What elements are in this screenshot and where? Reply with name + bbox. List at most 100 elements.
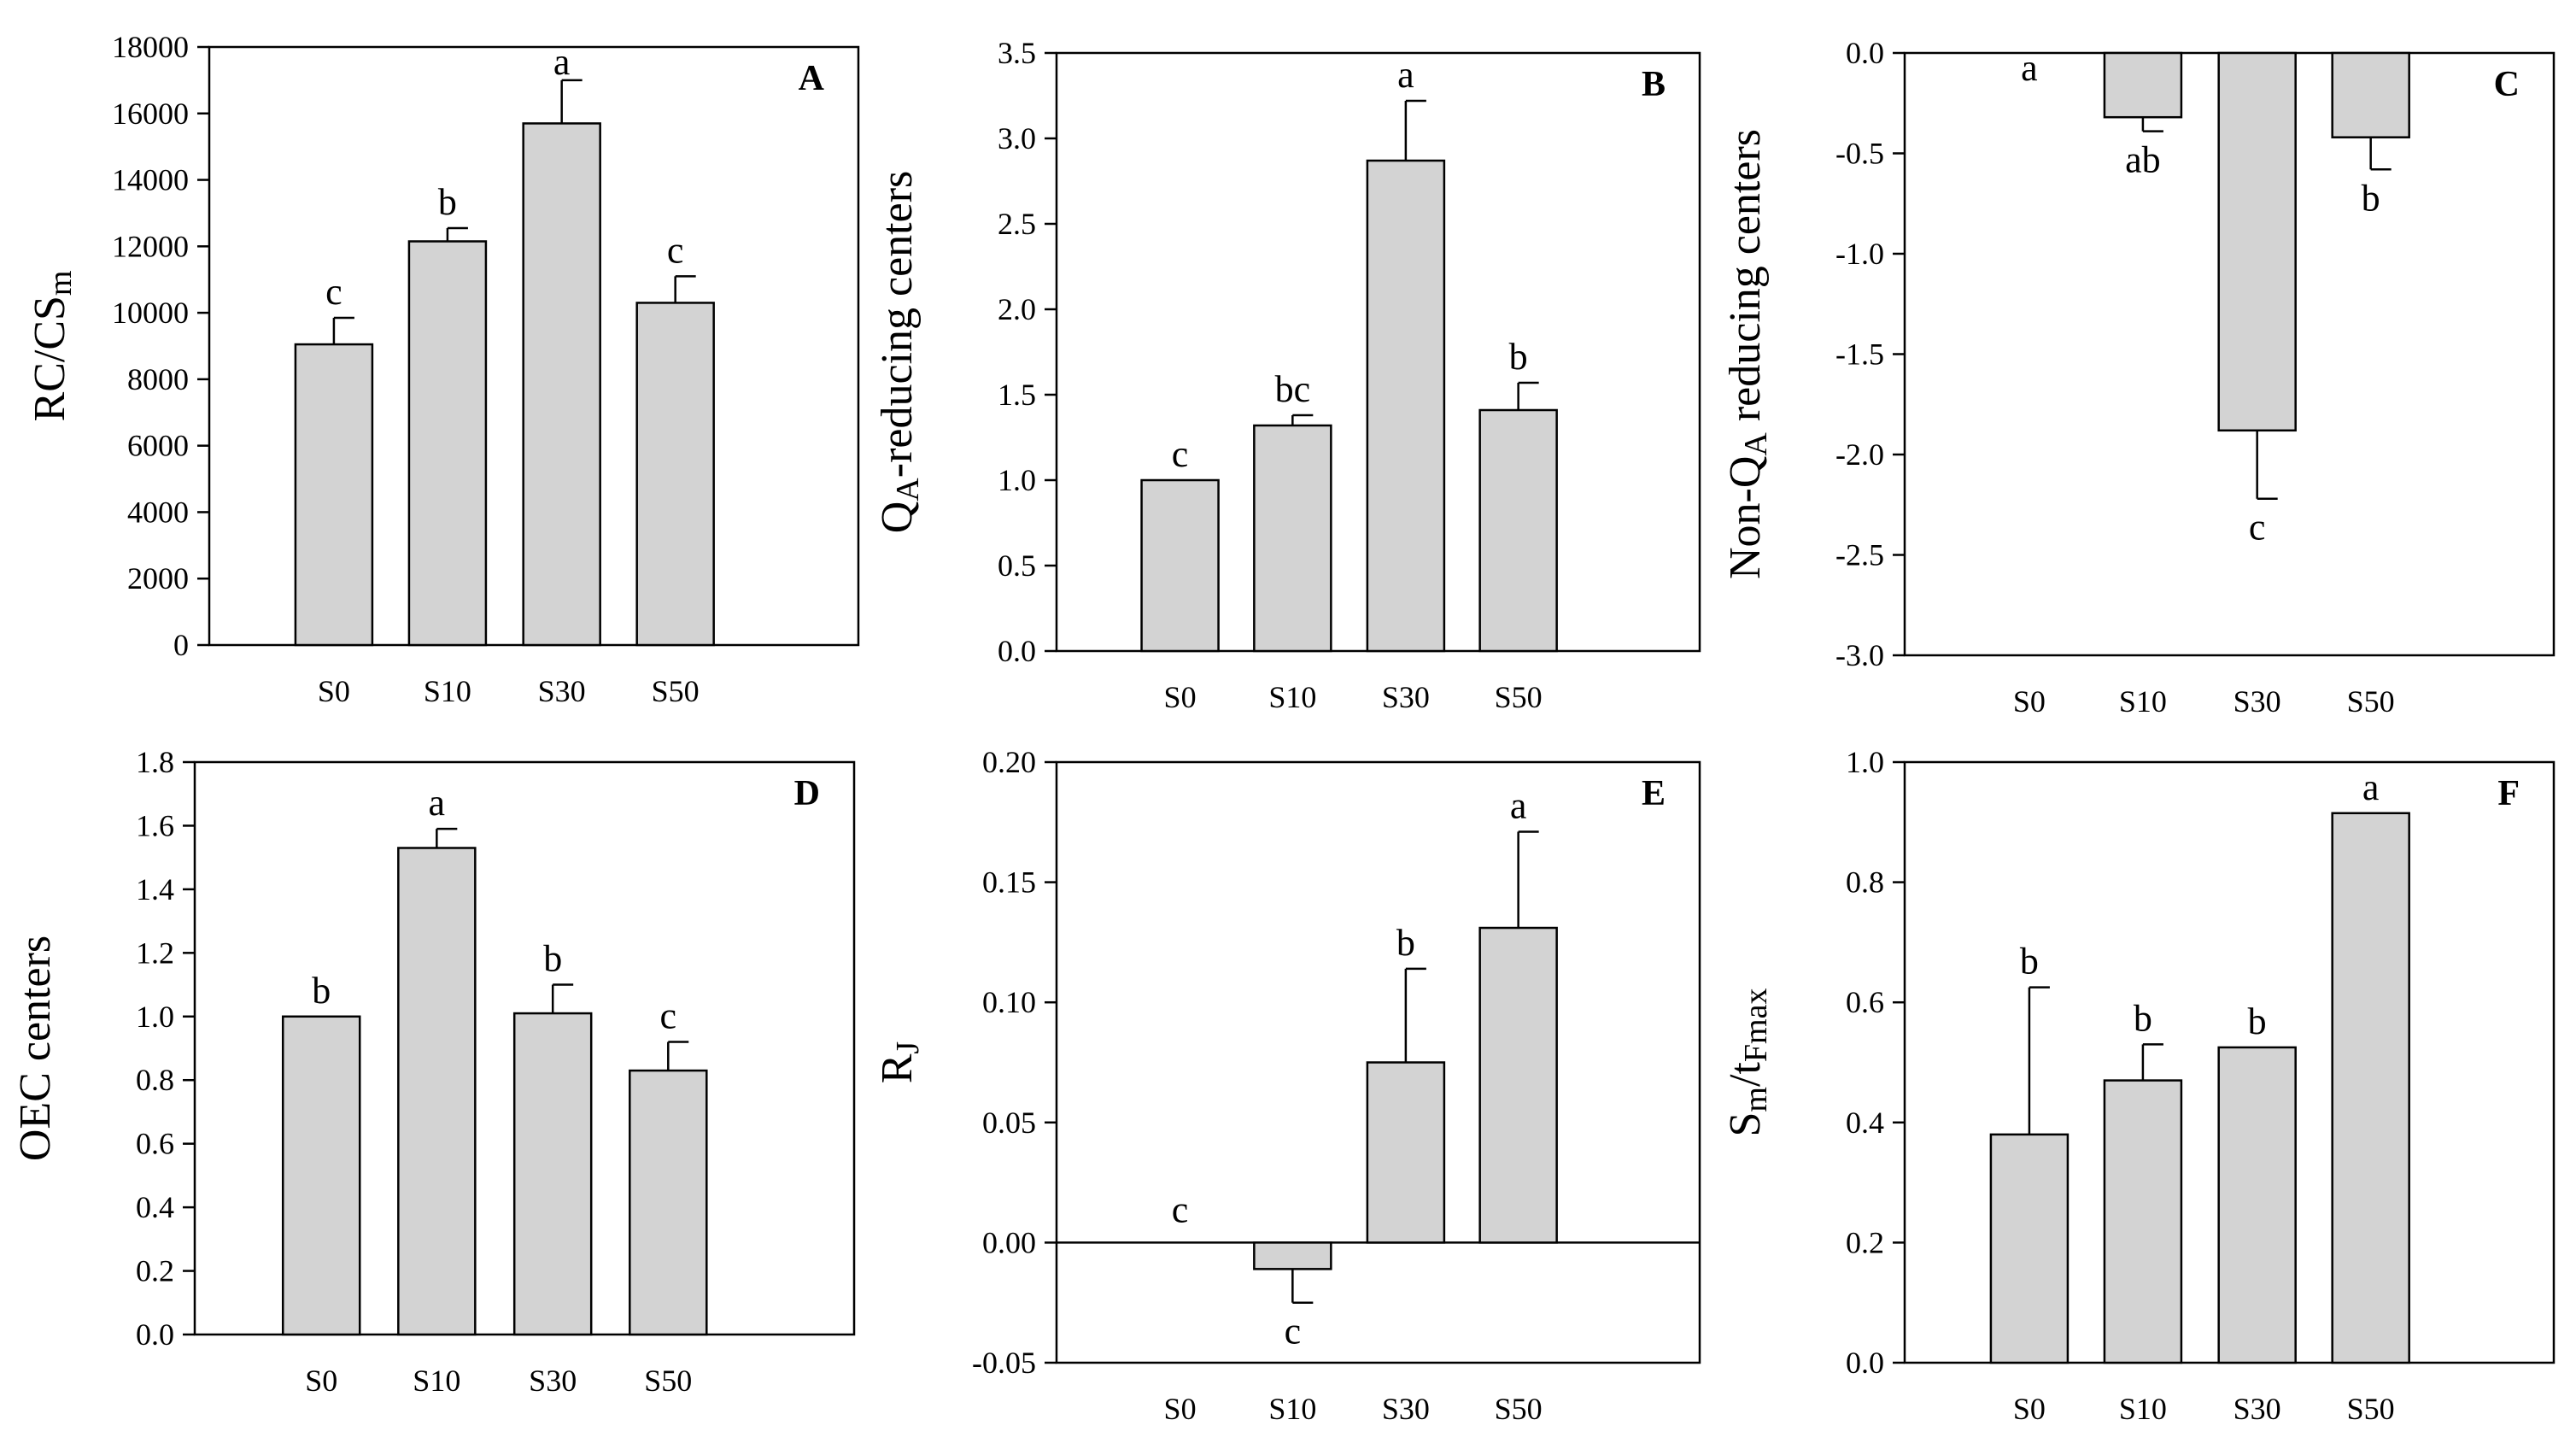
y-axis-title-main: R [873, 1053, 922, 1083]
significance-letter-s30: a [553, 41, 571, 83]
panel-letter: E [1642, 774, 1666, 813]
panel-a: 0 2000 4000 6000 8000 10000 12000 14000 16000 180… [26, 30, 860, 708]
x-tick-label-s10: S10 [1268, 680, 1316, 714]
y-axis-title-main: Non-Q [1721, 456, 1770, 579]
bar-s10 [2103, 51, 2183, 119]
bar-s10 [397, 847, 477, 1336]
x-tick-label-s10: S10 [2119, 684, 2167, 719]
bar-s10 [407, 240, 488, 647]
panel-letter: C [2494, 65, 2520, 104]
significance-letter-s30: b [1396, 922, 1415, 964]
y-tick-label: 0.5 [998, 549, 1036, 583]
bar-s50 [635, 302, 715, 647]
bar-s30 [1366, 159, 1446, 653]
y-tick-label: 0.0 [1846, 1346, 1884, 1380]
significance-letter-s30: b [543, 938, 562, 980]
x-tick-label-s10: S10 [2119, 1392, 2167, 1426]
x-tick-label-s50: S50 [2347, 684, 2395, 719]
x-tick-label-s30: S30 [2234, 1392, 2281, 1426]
significance-letter-s10: a [429, 782, 446, 824]
y-tick-label: 1.0 [998, 463, 1036, 497]
y-tick-label: 4000 [127, 495, 189, 529]
y-tick-label: 0.8 [136, 1063, 174, 1097]
y-tick-label: 3.0 [998, 121, 1036, 155]
y-axis-title-main: S [1721, 1112, 1770, 1137]
panel-b: 0.0 0.5 1.0 1.5 2.0 2.5 3.0 3.5 c S0 bc S10 a S30 b S50… [873, 36, 1701, 714]
y-tick-label: -2.5 [1835, 538, 1884, 572]
y-tick-label: 0.2 [1846, 1225, 1884, 1259]
significance-letter-s10: c [1285, 1311, 1302, 1352]
x-tick-label-s0: S0 [2013, 684, 2046, 719]
y-tick-label: 0.15 [982, 865, 1036, 900]
x-tick-label-s0: S0 [305, 1364, 337, 1398]
y-tick-label: 1.5 [998, 378, 1036, 412]
y-tick-label: 2.5 [998, 207, 1036, 241]
bar-s50 [2331, 812, 2410, 1364]
significance-letter-s0: c [1172, 1188, 1189, 1230]
y-tick-label: 1.0 [1846, 745, 1884, 779]
x-tick-label-s0: S0 [1164, 680, 1197, 714]
significance-letter-s10: b [2134, 997, 2152, 1039]
bar-s0 [1140, 478, 1220, 653]
significance-letter-s0: c [1172, 433, 1189, 475]
significance-letter-s0: b [312, 970, 331, 1012]
y-axis-title-after: /t [1721, 1062, 1770, 1087]
x-tick-label-s50: S50 [1495, 1392, 1543, 1426]
y-tick-label: 0.05 [982, 1106, 1036, 1140]
y-axis-title-main: RC/CS [26, 296, 74, 421]
bar-s30 [1366, 1061, 1446, 1244]
panel-letter: D [794, 774, 820, 813]
y-axis-title-main: OEC centers [11, 936, 60, 1161]
y-tick-label: -3.0 [1835, 638, 1884, 672]
y-tick-label: 1.4 [136, 872, 174, 906]
x-tick-label-s0: S0 [2013, 1392, 2046, 1426]
y-axis-title-after: reducing centers [1721, 129, 1770, 432]
y-axis-title-sub: m [43, 271, 79, 296]
y-tick-label: -1.5 [1835, 337, 1884, 372]
y-axis-title: Non-QA reducing centers [1721, 129, 1774, 579]
significance-letter-s0: c [325, 271, 342, 313]
x-tick-label-s30: S30 [1382, 680, 1430, 714]
bar-s50 [2331, 51, 2410, 138]
y-tick-label: 14000 [112, 163, 189, 197]
significance-letter-s30: c [2249, 507, 2266, 549]
y-tick-label: -2.0 [1835, 437, 1884, 472]
y-tick-label: 2000 [127, 561, 189, 595]
significance-letter-s50: b [2362, 177, 2380, 219]
significance-letter-s0: b [2020, 941, 2039, 983]
y-tick-label: 1.8 [136, 745, 174, 779]
y-tick-label: 1.0 [136, 1000, 174, 1034]
x-tick-label-s50: S50 [2347, 1392, 2395, 1426]
panel-f: 0.0 0.2 0.4 0.6 0.8 1.0 b S0 b S10 b S30 a S50 F Sm/tFm… [1721, 745, 2556, 1426]
y-tick-label: 0.4 [1846, 1106, 1884, 1140]
y-axis-title: RJ [873, 1041, 926, 1083]
y-axis-title-sub: m [1738, 1087, 1774, 1112]
x-tick-label-s10: S10 [413, 1364, 460, 1398]
x-tick-label-s30: S30 [2234, 684, 2281, 719]
significance-letter-s10: bc [1275, 368, 1311, 410]
y-tick-label: -1.0 [1835, 237, 1884, 271]
x-tick-label-s0: S0 [318, 674, 350, 708]
y-axis-title-sub: A [890, 478, 926, 502]
significance-letter-s30: b [2248, 1000, 2267, 1042]
y-axis-title: QA-reducing centers [873, 171, 926, 534]
significance-letter-s50: a [1510, 785, 1527, 827]
x-tick-label-s50: S50 [652, 674, 700, 708]
significance-letter-s50: a [2362, 766, 2380, 808]
bar-s10 [1253, 424, 1332, 653]
y-tick-label: 0 [173, 628, 189, 662]
y-tick-label: 0.0 [998, 634, 1036, 668]
bar-s30 [512, 1012, 593, 1336]
bar-s30 [522, 122, 601, 647]
y-tick-label: 1.6 [136, 808, 174, 842]
plot-frame [1055, 760, 1701, 1364]
y-tick-label: 16000 [112, 97, 189, 131]
y-tick-label: 0.8 [1846, 865, 1884, 900]
y-axis-title: OEC centers [11, 936, 60, 1161]
y-axis-title: Sm/tFmax [1721, 988, 1774, 1137]
significance-letter-s50: c [660, 995, 677, 1037]
y-axis-title: RC/CSm [26, 271, 79, 422]
y-tick-label: -0.05 [972, 1346, 1036, 1380]
bar-s10 [2103, 1079, 2183, 1364]
